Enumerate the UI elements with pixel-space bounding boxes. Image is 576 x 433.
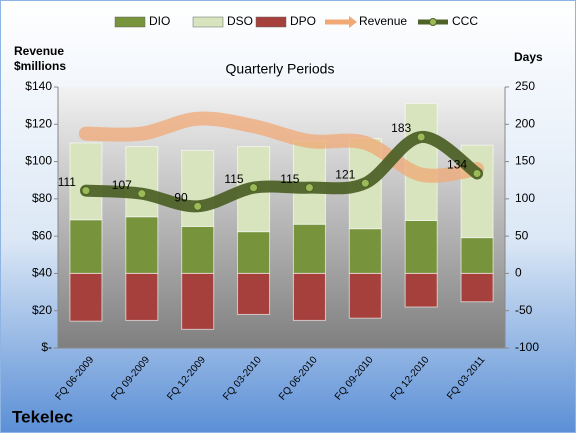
y2-tick-label: -100 (515, 340, 539, 354)
legend: DIO DSO DPO Revenue CCC (114, 14, 478, 28)
y2-tick-label: 150 (515, 154, 535, 168)
marker (193, 201, 203, 211)
legend-swatch (255, 16, 287, 28)
y-tick-label: $80 (32, 191, 52, 205)
bar (181, 225, 215, 274)
y-tick-label: $60 (32, 228, 52, 242)
marker (137, 189, 147, 199)
bar (125, 146, 159, 218)
y2-tick-label: -50 (515, 303, 533, 317)
y2-tick-label: 0 (515, 266, 522, 280)
line (78, 111, 485, 183)
y-tick-label: $40 (32, 266, 52, 280)
data-label: 134 (447, 158, 467, 172)
data-label: 90 (174, 190, 188, 204)
y2-tick-label: 200 (515, 116, 535, 130)
data-label: 183 (391, 121, 411, 135)
legend-swatch (114, 16, 146, 28)
bar (69, 219, 103, 274)
y-tick-label: $120 (25, 116, 52, 130)
legend-swatch (349, 16, 357, 28)
data-label: 111 (58, 175, 77, 189)
bar (125, 216, 159, 274)
marker (81, 186, 91, 196)
y-tick-label: $- (41, 340, 52, 354)
legend-label: DPO (290, 14, 316, 28)
legend-label: Revenue (359, 14, 407, 28)
data-label: 115 (280, 172, 299, 186)
bar (348, 272, 382, 319)
data-label: 121 (335, 167, 355, 181)
legend-label: DSO (227, 14, 253, 28)
bar (181, 272, 215, 330)
legend-label: CCC (452, 14, 478, 28)
data-label: 115 (224, 172, 243, 186)
bar (404, 102, 438, 221)
y-tick-label: $100 (25, 154, 52, 168)
bar (125, 272, 159, 321)
data-label: 107 (112, 178, 132, 192)
bar (404, 219, 438, 274)
y2-tick-label: 50 (515, 228, 529, 242)
bar (460, 237, 494, 274)
legend-swatch (192, 16, 224, 28)
bar (237, 231, 271, 274)
y-axis-title: Revenue $millions (14, 44, 66, 73)
company-name: Tekelec (12, 407, 73, 426)
marker (304, 183, 314, 193)
bar (237, 272, 271, 315)
bar (292, 223, 326, 274)
bar (404, 272, 438, 308)
y2-tick-label: 250 (515, 79, 535, 93)
bar (460, 272, 494, 303)
legend-label: DIO (149, 14, 170, 28)
marker (249, 183, 259, 193)
bar (181, 149, 215, 227)
marker (360, 178, 370, 188)
y2-tick-label: 100 (515, 191, 535, 205)
chart-title: Quarterly Periods (226, 61, 335, 77)
legend-swatch (429, 18, 437, 26)
y-tick-label: $20 (32, 303, 52, 317)
bar (292, 272, 326, 321)
marker (416, 132, 426, 142)
bar (69, 142, 103, 221)
marker (472, 169, 482, 179)
plot-area (58, 87, 505, 348)
bar (69, 272, 103, 322)
bar (348, 228, 382, 274)
y2-axis-title: Days (514, 50, 543, 64)
y-tick-label: $140 (25, 79, 52, 93)
